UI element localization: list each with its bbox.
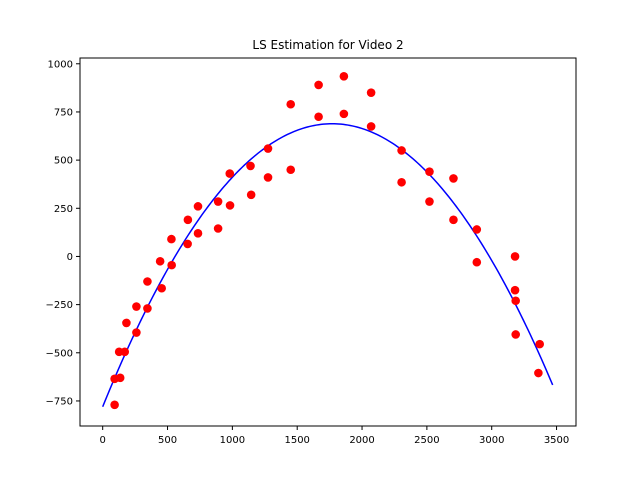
data-point: [183, 215, 193, 225]
data-point: [246, 190, 256, 200]
data-point: [339, 72, 349, 81]
data-point: [225, 201, 235, 210]
x-tick-label: 500: [158, 435, 177, 446]
data-point: [534, 368, 543, 378]
data-point: [449, 174, 458, 183]
x-tick-label: 1000: [220, 435, 245, 446]
data-point: [472, 257, 482, 267]
data-point: [167, 234, 176, 244]
y-tick-label: 500: [54, 156, 73, 167]
plot-area: [101, 72, 554, 410]
data-point: [246, 161, 255, 171]
data-point: [155, 256, 165, 266]
fit-curve: [101, 122, 554, 408]
data-point: [425, 197, 434, 206]
data-point: [115, 373, 125, 383]
data-point: [511, 296, 520, 306]
data-point: [157, 283, 166, 293]
data-point: [263, 173, 273, 182]
axes: 0 500 1000 1500 2000 2500 3000 3500−750−500−250…: [46, 57, 577, 446]
x-tick-label: 3500: [544, 435, 569, 446]
data-point: [132, 328, 141, 337]
data-point: [314, 80, 323, 90]
data-point: [167, 260, 176, 270]
data-point: [314, 112, 323, 122]
data-point: [132, 302, 141, 311]
data-point: [535, 339, 544, 349]
data-point: [143, 304, 152, 313]
y-tick-label: 750: [54, 107, 73, 118]
data-point: [510, 285, 520, 295]
data-point: [213, 224, 223, 233]
y-tick-label: −750: [46, 396, 73, 407]
data-point: [339, 109, 349, 119]
y-tick-label: 250: [54, 204, 73, 215]
data-point: [510, 252, 520, 261]
data-point: [397, 146, 406, 155]
data-point: [286, 99, 296, 109]
x-tick-label: 0: [100, 435, 106, 446]
y-tick-label: 0: [67, 252, 73, 263]
data-point: [449, 215, 458, 225]
chart-title: LS Estimation for Video 2: [252, 38, 403, 52]
x-tick-label: 2000: [349, 435, 374, 446]
data-point: [213, 197, 223, 206]
y-tick-label: 1000: [48, 59, 73, 70]
data-point: [263, 144, 273, 153]
y-tick-label: −250: [46, 300, 73, 311]
data-point: [143, 277, 152, 286]
data-point: [110, 400, 119, 410]
data-point: [425, 167, 434, 176]
data-point: [122, 318, 131, 328]
data-point: [225, 169, 235, 178]
data-point: [286, 165, 296, 175]
y-tick-label: −500: [46, 348, 73, 359]
data-point: [183, 239, 192, 249]
data-point: [511, 330, 520, 339]
plot-content: [101, 72, 554, 410]
axes-frame: [79, 57, 577, 427]
data-point: [120, 347, 130, 357]
data-point: [366, 122, 376, 131]
x-tick-label: 1500: [284, 435, 309, 446]
x-tick-label: 3000: [479, 435, 504, 446]
data-point: [193, 202, 203, 211]
data-point: [366, 88, 376, 97]
data-point: [193, 229, 203, 238]
x-tick-label: 2500: [414, 435, 439, 446]
data-point: [472, 225, 482, 234]
data-point: [397, 177, 406, 187]
